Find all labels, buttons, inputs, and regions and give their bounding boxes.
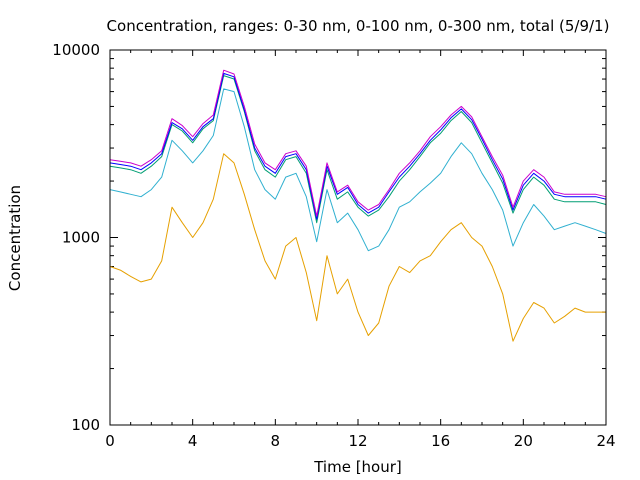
y-tick-label: 10000 [52, 41, 100, 59]
x-tick-label: 24 [596, 432, 615, 450]
series-group [109, 69, 607, 342]
series-line-2 [109, 88, 607, 252]
chart-title: Concentration, ranges: 0-30 nm, 0-100 nm… [107, 17, 610, 35]
x-tick-label: 4 [188, 432, 198, 450]
x-tick-label: 20 [514, 432, 533, 450]
plot-frame [109, 49, 607, 426]
axis-tick-labels: 0 4 8 12 16 20 24 100 1000 10000 [52, 41, 615, 450]
x-tick-label: 0 [105, 432, 115, 450]
x-tick-label: 12 [348, 432, 367, 450]
series-line-4 [109, 72, 607, 220]
series-line-1 [109, 153, 606, 342]
x-axis-label: Time [hour] [313, 458, 402, 476]
series-line-3 [109, 75, 607, 224]
series-line-5 [109, 69, 607, 217]
axis-ticks [109, 49, 607, 426]
y-axis-label: Concentration [6, 185, 24, 291]
x-tick-label: 8 [271, 432, 281, 450]
x-tick-label: 16 [431, 432, 450, 450]
y-tick-label: 100 [71, 416, 100, 434]
y-tick-label: 1000 [62, 229, 100, 247]
